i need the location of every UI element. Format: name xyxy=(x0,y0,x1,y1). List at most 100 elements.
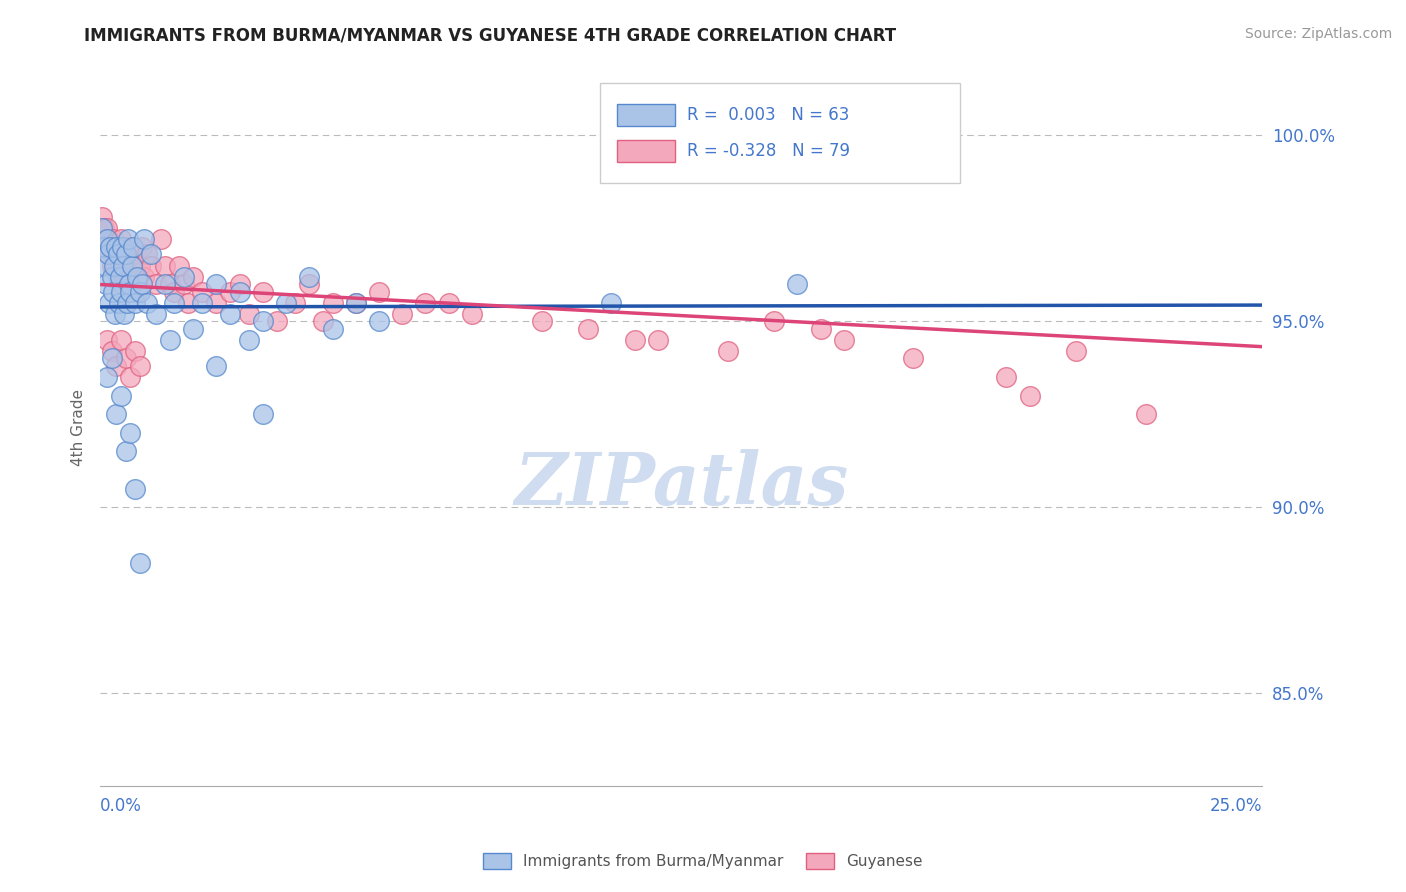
Point xyxy=(159,333,181,347)
Point xyxy=(228,285,250,299)
Point xyxy=(1135,407,1157,421)
Point xyxy=(181,322,204,336)
Point xyxy=(832,333,855,347)
Point xyxy=(127,269,149,284)
Point xyxy=(96,221,118,235)
Point xyxy=(995,370,1018,384)
Point xyxy=(94,277,117,291)
Point xyxy=(98,247,121,261)
Point xyxy=(623,333,645,347)
Point xyxy=(120,370,142,384)
Point xyxy=(131,277,153,291)
Point xyxy=(112,259,135,273)
Point xyxy=(100,344,122,359)
Point xyxy=(219,307,242,321)
Point xyxy=(96,232,118,246)
FancyBboxPatch shape xyxy=(617,104,675,126)
Text: ZIPatlas: ZIPatlas xyxy=(515,449,848,520)
Point xyxy=(98,240,121,254)
Point xyxy=(461,307,484,321)
Point xyxy=(219,285,242,299)
Point xyxy=(114,444,136,458)
Point xyxy=(100,351,122,366)
Point xyxy=(104,307,127,321)
Point xyxy=(135,247,157,261)
Point xyxy=(205,295,228,310)
FancyBboxPatch shape xyxy=(600,83,960,183)
Point xyxy=(112,307,135,321)
Point xyxy=(107,247,129,261)
Point xyxy=(153,277,176,291)
Point xyxy=(415,295,437,310)
Point xyxy=(104,259,127,273)
Point xyxy=(576,322,599,336)
Point xyxy=(321,322,343,336)
Point xyxy=(120,425,142,440)
Point xyxy=(105,240,128,254)
Point xyxy=(786,277,808,291)
Point xyxy=(107,295,129,310)
Point xyxy=(98,240,121,254)
Point xyxy=(121,259,143,273)
Text: IMMIGRANTS FROM BURMA/MYANMAR VS GUYANESE 4TH GRADE CORRELATION CHART: IMMIGRANTS FROM BURMA/MYANMAR VS GUYANES… xyxy=(84,27,897,45)
Point xyxy=(131,240,153,254)
Point xyxy=(94,232,117,246)
Point xyxy=(124,482,146,496)
Point xyxy=(96,333,118,347)
Point xyxy=(368,285,391,299)
Point xyxy=(763,314,786,328)
Point xyxy=(173,277,195,291)
Point xyxy=(114,259,136,273)
Point xyxy=(344,295,367,310)
Point xyxy=(321,295,343,310)
Point xyxy=(145,277,167,291)
Text: Source: ZipAtlas.com: Source: ZipAtlas.com xyxy=(1244,27,1392,41)
Text: R =  0.003   N = 63: R = 0.003 N = 63 xyxy=(688,106,849,124)
Point xyxy=(205,359,228,373)
Point xyxy=(105,359,128,373)
Point xyxy=(97,232,120,246)
Point xyxy=(101,285,124,299)
Point xyxy=(117,232,139,246)
Point xyxy=(107,247,129,261)
Point xyxy=(124,247,146,261)
Point xyxy=(117,269,139,284)
Point xyxy=(530,314,553,328)
Text: 25.0%: 25.0% xyxy=(1209,797,1263,815)
Point xyxy=(134,269,156,284)
Point xyxy=(141,259,163,273)
Point xyxy=(91,210,114,224)
Point xyxy=(284,295,307,310)
Point xyxy=(228,277,250,291)
Point xyxy=(112,240,135,254)
Point xyxy=(391,307,413,321)
Point xyxy=(110,333,132,347)
Point xyxy=(111,240,134,254)
Point xyxy=(114,351,136,366)
Point xyxy=(191,295,214,310)
Point xyxy=(266,314,288,328)
Point xyxy=(108,259,131,273)
Point xyxy=(110,389,132,403)
Point xyxy=(181,269,204,284)
Point xyxy=(91,221,114,235)
Point xyxy=(238,307,260,321)
Point xyxy=(274,295,297,310)
Point xyxy=(344,295,367,310)
Point xyxy=(121,240,143,254)
Point xyxy=(110,232,132,246)
Point xyxy=(105,240,128,254)
Point xyxy=(124,344,146,359)
Point xyxy=(252,285,274,299)
Point xyxy=(103,259,125,273)
Point xyxy=(128,359,150,373)
Point xyxy=(115,295,138,310)
Point xyxy=(94,240,117,254)
Point xyxy=(111,277,134,291)
Point xyxy=(128,259,150,273)
Text: 0.0%: 0.0% xyxy=(100,797,142,815)
Point xyxy=(298,277,321,291)
Point xyxy=(108,269,131,284)
Point xyxy=(101,232,124,246)
Point xyxy=(128,556,150,570)
